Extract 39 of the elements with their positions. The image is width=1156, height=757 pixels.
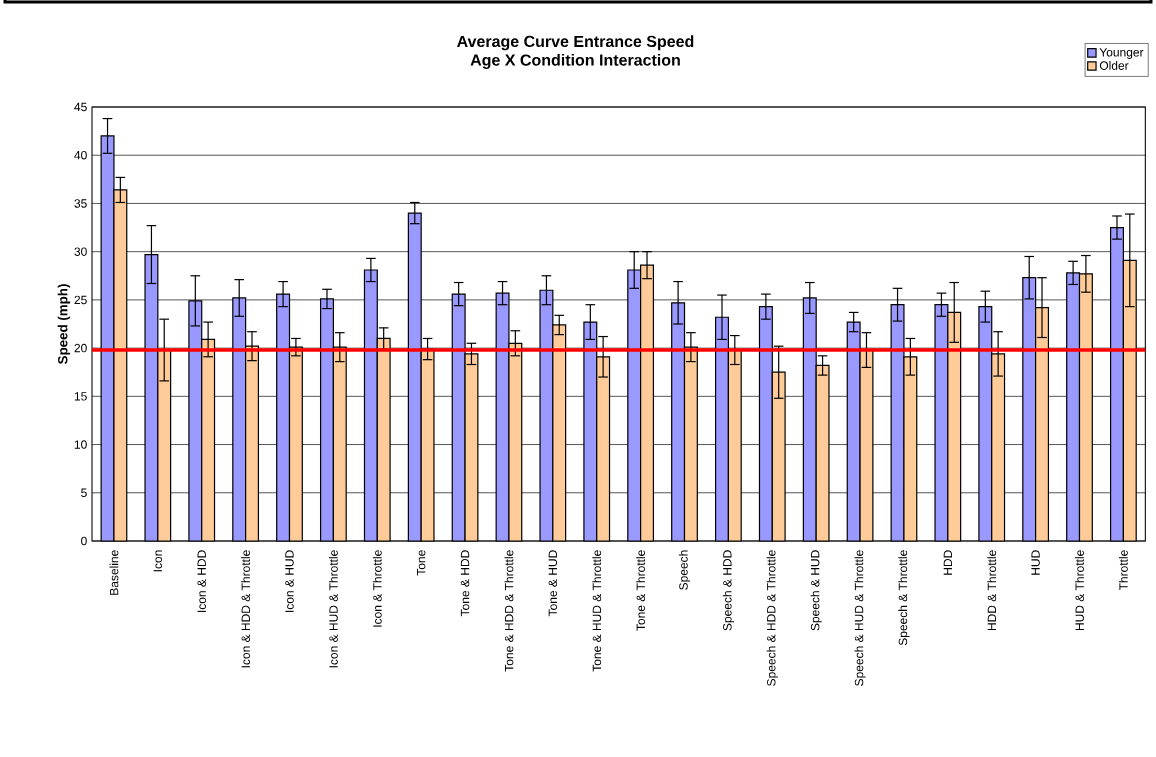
x-tick-label: Speech & HDD & Throttle xyxy=(766,550,778,686)
y-tick-label: 40 xyxy=(74,150,87,160)
x-tick-label: Baseline xyxy=(109,550,119,595)
x-tick-label: Speech & HUD xyxy=(810,550,822,631)
x-tick-label: Tone & HDD & Throttle xyxy=(504,550,514,672)
y-tick-label: 0 xyxy=(81,536,87,546)
x-tick-label: Speech & Throttle xyxy=(898,550,910,646)
y-tick-label: 5 xyxy=(81,488,87,497)
x-tick-label: HDD xyxy=(943,550,952,575)
x-tick-label: HDD & Throttle xyxy=(987,550,997,631)
y-tick-label: 45 xyxy=(74,102,87,112)
y-tick-label: 10 xyxy=(74,440,87,449)
x-tick-label: Speech xyxy=(678,550,691,590)
x-tick-label: Icon & HDD xyxy=(197,550,206,612)
x-tick-label: Icon & Throttle xyxy=(372,550,382,627)
x-tick-label: Icon xyxy=(153,550,163,572)
x-tick-label: Tone & HUD xyxy=(548,550,558,617)
y-tick-label: 25 xyxy=(74,295,87,305)
legend-label: Older xyxy=(1099,61,1129,70)
legend-label: Younger xyxy=(1099,48,1144,59)
chart-title: Average Curve Entrance Speed xyxy=(457,35,694,51)
y-tick-label: 20 xyxy=(74,343,87,353)
x-tick-label: Icon & HDD & Throttle xyxy=(241,550,251,668)
x-tick-label: Tone & HDD xyxy=(460,550,470,617)
x-tick-label: Speech & HUD & Throttle xyxy=(854,550,866,686)
x-tick-label: Speech & HDD xyxy=(722,550,734,631)
x-tick-label: HUD & Throttle xyxy=(1075,550,1084,631)
x-tick-label: HUD xyxy=(1031,550,1040,575)
x-tick-label: Icon & HUD & Throttle xyxy=(328,550,338,668)
x-tick-label: Icon & HUD xyxy=(285,550,294,612)
x-tick-label: Throttle xyxy=(1118,550,1128,591)
y-tick-label: 30 xyxy=(74,247,87,256)
chart-subtitle: Age X Condition Interaction xyxy=(470,53,680,69)
y-tick-label: 35 xyxy=(74,199,87,208)
y-axis-title: Speed (mph) xyxy=(57,284,71,364)
x-tick-label: Tone & Throttle xyxy=(636,550,646,631)
x-tick-label: Tone & HUD & Throttle xyxy=(592,550,602,672)
x-tick-label: Tone xyxy=(416,550,426,576)
y-tick-label: 15 xyxy=(74,392,87,401)
